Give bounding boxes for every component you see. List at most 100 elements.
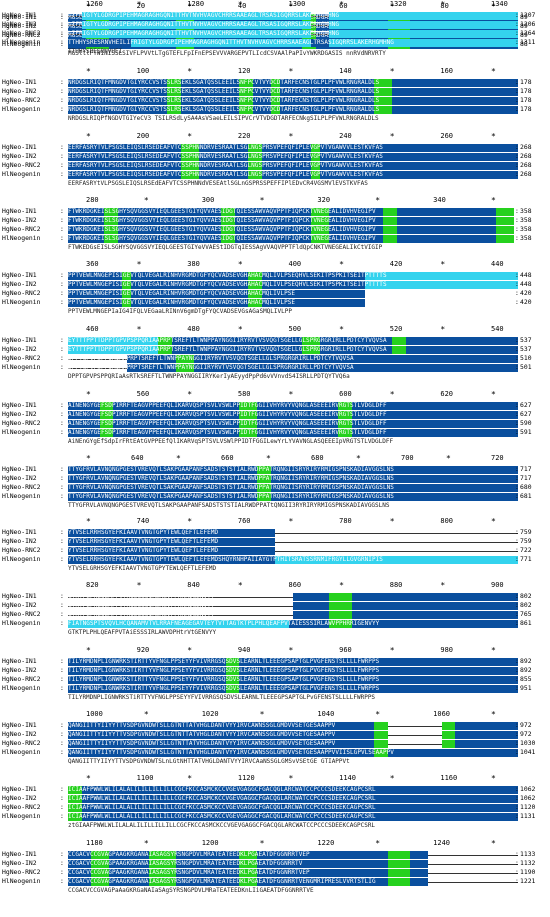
similar-region bbox=[176, 364, 194, 372]
end-position: 88 bbox=[520, 40, 528, 48]
separator-colon: : bbox=[60, 289, 64, 297]
sequence-row: HgNeo-IN2: EERFASRYTVLPSGSLEIQSLRSEDEAFVT… bbox=[0, 152, 550, 162]
sequence-residues: PPTVEWLMNGEPISIGEVTQLVEGALRINHVRGMDTGFYQ… bbox=[68, 290, 296, 297]
position-ruler: * 200 * 220 * 240 * 260 * bbox=[68, 132, 518, 143]
ruler-position-label: 1200 bbox=[201, 839, 219, 847]
identical-region bbox=[68, 466, 257, 474]
similar-region bbox=[270, 88, 280, 96]
identical-region bbox=[171, 346, 302, 354]
similar-region bbox=[122, 272, 131, 280]
ruler-star: * bbox=[440, 581, 446, 590]
similar-region bbox=[221, 226, 235, 234]
ruler-position-label: 520 bbox=[389, 325, 403, 333]
separator-colon: : bbox=[60, 675, 64, 683]
end-position: 89 bbox=[520, 31, 528, 39]
consensus-line: TTHHYSRESRNVHEI bbox=[68, 48, 123, 55]
sequence-name: HgNeo-RNC2 bbox=[2, 419, 41, 427]
sequence-row: HlNeogenin: ICIAAFPWWLWLILALALILILLILLILL… bbox=[0, 812, 550, 822]
identical-region bbox=[68, 860, 91, 868]
sequence-name: HlNeogenin bbox=[2, 619, 41, 627]
separator-colon: : bbox=[60, 666, 64, 674]
sequence-row: HgNeo-IN2: PPTVEWLMNGEPISIGEVTQLVEGALRINH… bbox=[0, 280, 550, 290]
sequence-track: NRDGSLRIQTFMNGDVTGIYRCCVSTSSLRSEKLSGATQS… bbox=[68, 79, 518, 87]
similar-region bbox=[392, 346, 406, 354]
alignment-block: * 560 * 580 * 600 * 620 * HgNeo-IN1: AINENGYGEFSDP… bbox=[0, 390, 550, 454]
separator-colon: : bbox=[515, 225, 519, 233]
sequence-name: HgNeo-RNC2 bbox=[2, 546, 41, 554]
separator-colon: : bbox=[515, 152, 519, 160]
end-position: 268 bbox=[520, 143, 532, 151]
identical-region bbox=[68, 39, 131, 47]
sequence-residues: ICIAAFPWWLWLILALALILILLILLILLCGCFKCCASMC… bbox=[68, 795, 376, 802]
separator-colon: : bbox=[515, 38, 519, 46]
sequence-name: HlNeogenin bbox=[2, 684, 41, 692]
sequence-track: ICIAAFPWWLWLILALALILILLILLILLCGCFKCCASMC… bbox=[68, 813, 518, 821]
sequence-track: AINENGYGEFSDPIRRFTEAGVPPEEFQLIKARVQSPTSV… bbox=[68, 429, 518, 437]
sequence-residues: FIATNGSPTSVQVLHCQANAMVTVLRRAFNEAGEGAVTEY… bbox=[68, 620, 380, 627]
identical-region bbox=[68, 493, 257, 501]
ruler-star: * bbox=[86, 774, 91, 783]
alignment-block: * 740 * 760 * 780 * 800 * HgNeo-IN1: YTVSELRRHSGYE… bbox=[0, 517, 550, 581]
similar-region bbox=[387, 851, 410, 859]
sequence-name: HgNeo-RNC2 bbox=[2, 225, 41, 233]
identical-region bbox=[81, 786, 518, 794]
sequence-name: HlNeogenin bbox=[2, 492, 41, 500]
identical-region bbox=[126, 364, 176, 372]
ruler-position-label: 1280 bbox=[187, 0, 205, 8]
identical-region bbox=[68, 740, 374, 748]
separator-colon: : bbox=[515, 537, 519, 545]
ruler-position-label: 220 bbox=[237, 132, 251, 140]
identical-region bbox=[279, 97, 374, 105]
sequence-name: HlNeogenin bbox=[2, 298, 41, 306]
ruler-position-label: 320 bbox=[317, 196, 331, 204]
similar-region bbox=[387, 878, 410, 886]
separator-colon: : bbox=[60, 38, 64, 46]
end-position: 1221 bbox=[520, 877, 536, 885]
similar-region bbox=[239, 869, 257, 877]
similar-region bbox=[338, 402, 352, 410]
end-position: 1120 bbox=[520, 803, 536, 811]
sequence-residues: EYTTTPPTTDPPTGPVPSPPQRIAAPRPTSREFTLTWNPP… bbox=[68, 337, 387, 344]
consensus-line: MGSltlFTWINISSLSIVFLPVVtLTgGTEFLFpIFnEPS… bbox=[68, 50, 386, 57]
sequence-track: EYTTTPPTTDPPTGPVPSPPQRIAAPRPTSREFTLTWNPP… bbox=[68, 346, 518, 354]
sequence-row: HgNeo-IN1: TTYGFRVLAVNQNGPGESTVREVQTLSAKP… bbox=[0, 465, 550, 475]
sequence-track: CCGACVCCGVAGPAAGKRGANAIASAGSYRSNGPDVLMRA… bbox=[68, 869, 518, 877]
separator-colon: : bbox=[60, 152, 64, 160]
similar-region bbox=[248, 272, 262, 280]
sequence-track: AINENGYGEFSDPIRRFTEAGVPPEEFQLIKARVQSPTSV… bbox=[68, 411, 518, 419]
identical-region bbox=[68, 32, 86, 40]
separator-colon: : bbox=[515, 336, 519, 344]
separator-colon: : bbox=[60, 868, 64, 876]
ruler-star: * bbox=[356, 454, 361, 463]
identical-region bbox=[351, 411, 518, 419]
identical-region bbox=[311, 39, 329, 47]
sequence-track: CCGACVCCGVAGPAAGKRGANAIASAGSYRSNGPDVLMRA… bbox=[68, 860, 518, 868]
ruler-star: * bbox=[86, 517, 91, 526]
similar-region bbox=[329, 611, 352, 619]
identical-region bbox=[257, 869, 388, 877]
end-position: 627 bbox=[520, 401, 532, 409]
end-position: 178 bbox=[520, 78, 532, 86]
sequence-residues: QANGIITTYIIYYTTVSDPGVNDWTSLLGTNTTATVHGLD… bbox=[68, 731, 336, 738]
similar-region bbox=[441, 740, 455, 748]
separator-colon: : bbox=[515, 161, 519, 169]
ruler-position-label: 80 bbox=[440, 2, 449, 10]
sequence-residues: PPTVEWLMNGEPISIGEVTQLVEGALRINHVRGMDTGFYQ… bbox=[68, 272, 387, 279]
sequence-track: YTVSELRRHSGYEFKIAAVTVNGTGPYTEWLQEFTLEFEM… bbox=[68, 529, 518, 537]
identical-region bbox=[410, 851, 428, 859]
end-position: 972 bbox=[520, 721, 532, 729]
insertion-region bbox=[329, 21, 518, 29]
consensus-line: EERFASRYtVLPSGSLEIQSLRSEdEAFVTCSSPHNNdVE… bbox=[68, 180, 368, 187]
similar-region bbox=[311, 162, 320, 170]
gap-line bbox=[68, 16, 82, 17]
ruler-star: * bbox=[187, 646, 193, 655]
ruler-position-label: 1040 bbox=[317, 710, 335, 718]
gap-line bbox=[68, 359, 127, 360]
sequence-residues: YTVSELRRHSGYEFKIAAVTVNGTGPYTEWLQEFTLEFEM… bbox=[68, 547, 219, 554]
ruler-star: * bbox=[237, 260, 243, 269]
identical-region bbox=[113, 411, 239, 419]
sequence-row: HgNeo-IN1: AINENGYGEFSDPIRRFTEAGVPPEEFQLI… bbox=[0, 401, 550, 411]
separator-colon: : bbox=[515, 483, 519, 491]
sequence-track: FTWKRDGKEISLSGHYSQVGGSVYIEQLGEESTGIYQVVA… bbox=[68, 208, 518, 216]
separator-colon: : bbox=[60, 22, 64, 30]
